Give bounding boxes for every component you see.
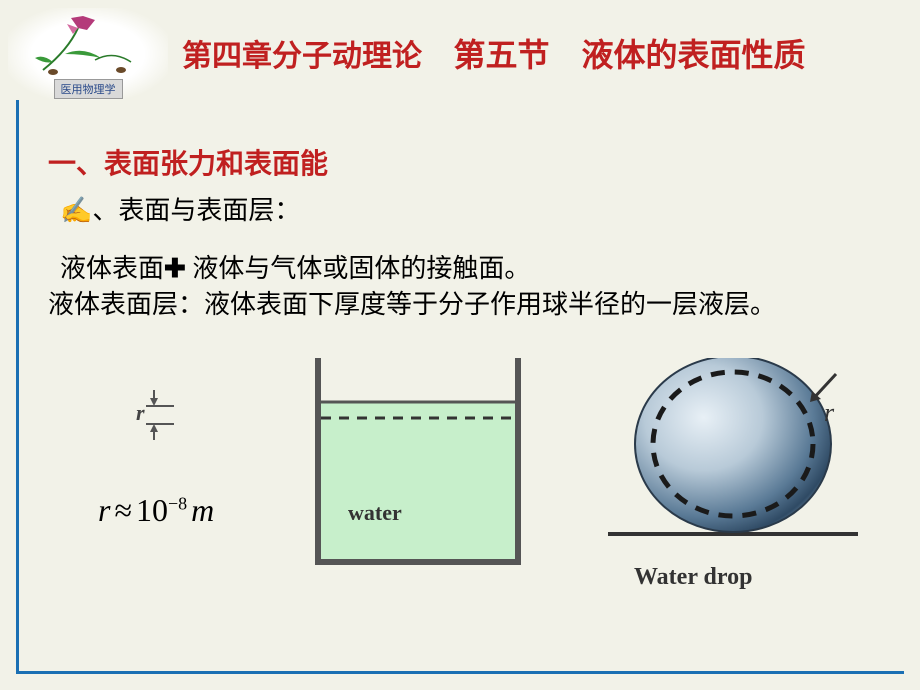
r-dimension-marker xyxy=(124,384,184,444)
definition-line-1: 液体表面✚ 液体与气体或固体的接触面。 xyxy=(60,248,530,285)
bullet-icon: ✍ xyxy=(60,195,92,225)
formula-exp: −8 xyxy=(168,493,187,513)
r-label-left: r xyxy=(136,400,145,426)
logo-caption: 医用物理学 xyxy=(54,79,123,99)
formula: r≈10−8m xyxy=(98,492,214,529)
chapter-part2: 第五节 液体的表面性质 xyxy=(454,37,806,73)
formula-unit: m xyxy=(187,492,214,528)
chapter-part1: 第四章分子动理论 xyxy=(182,40,422,73)
formula-approx: ≈ xyxy=(110,492,136,528)
para1-b: 液体与气体或固体的接触面。 xyxy=(186,254,531,283)
drop-label: Water drop xyxy=(634,564,752,591)
definition-line-2: 液体表面层：液体表面下厚度等于分子作用球半径的一层液层。 xyxy=(48,286,872,324)
diagrams: r r≈10−8m water r Water drop xyxy=(48,358,878,618)
chapter-heading: 第四章分子动理论 第五节 液体的表面性质 xyxy=(182,30,900,76)
sub-title-text: 、表面与表面层： xyxy=(92,196,300,225)
section-title: 一、表面张力和表面能 xyxy=(48,142,328,182)
beaker-diagram xyxy=(288,358,548,578)
logo: 医用物理学 xyxy=(8,8,168,100)
sub-title: ✍、表面与表面层： xyxy=(60,190,300,227)
formula-lhs: r xyxy=(98,492,110,528)
drop-diagram xyxy=(598,358,868,598)
para1-a: 液体表面 xyxy=(60,254,164,283)
beaker-label: water xyxy=(348,500,402,526)
r-label-right: r xyxy=(824,398,834,428)
flower-icon xyxy=(23,10,153,80)
plus-icon: ✚ xyxy=(164,253,186,283)
formula-base: 10 xyxy=(136,492,168,528)
